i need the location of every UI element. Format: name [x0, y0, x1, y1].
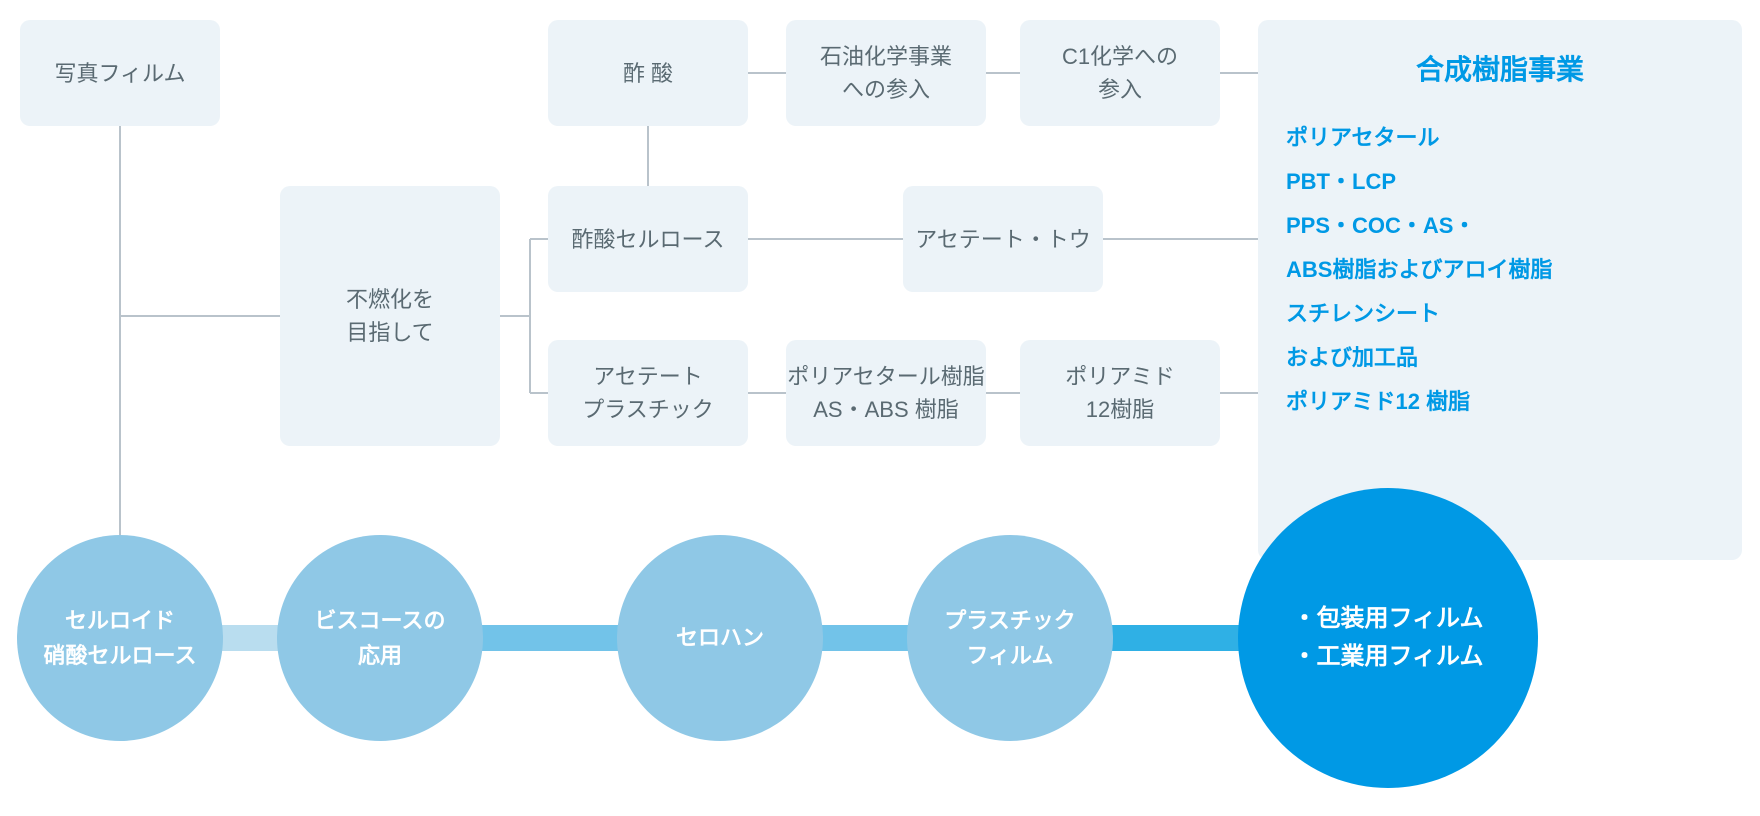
timeline-circles-layer: セルロイド 硝酸セルロースビスコースの 応用セロハンプラスチック フィルム・包装… [0, 0, 1760, 816]
timeline-circle: セロハン [617, 535, 823, 741]
timeline-circle: プラスチック フィルム [907, 535, 1113, 741]
timeline-circle: セルロイド 硝酸セルロース [17, 535, 223, 741]
timeline-circle: ビスコースの 応用 [277, 535, 483, 741]
timeline-circle: ・包装用フィルム ・工業用フィルム [1238, 488, 1538, 788]
